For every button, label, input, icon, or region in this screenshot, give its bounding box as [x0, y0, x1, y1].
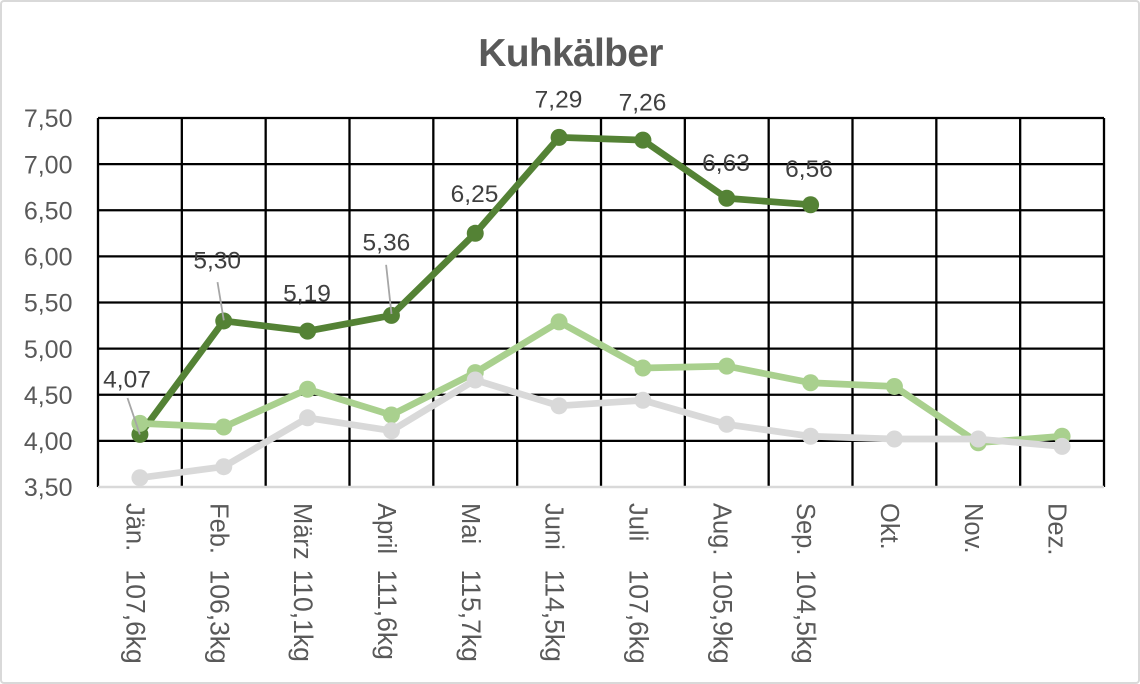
svg-text:107,6kg: 107,6kg	[624, 570, 654, 664]
svg-text:6,25: 6,25	[451, 181, 499, 208]
svg-text:März: März	[288, 503, 316, 560]
svg-text:105,9kg: 105,9kg	[707, 570, 737, 664]
svg-text:5,30: 5,30	[193, 247, 241, 274]
svg-text:7,26: 7,26	[619, 90, 667, 117]
svg-text:Juni: Juni	[540, 503, 568, 550]
svg-text:6,56: 6,56	[785, 156, 833, 183]
svg-text:106,3kg: 106,3kg	[204, 570, 234, 664]
svg-text:4,00: 4,00	[24, 428, 73, 456]
svg-text:6,63: 6,63	[702, 150, 750, 177]
svg-text:5,50: 5,50	[24, 290, 73, 318]
svg-text:Kuhkälber: Kuhkälber	[478, 32, 663, 75]
svg-text:Feb.: Feb.	[204, 503, 232, 554]
svg-text:5,36: 5,36	[363, 230, 411, 257]
svg-text:104,5kg: 104,5kg	[791, 570, 821, 664]
svg-text:April: April	[372, 503, 400, 554]
svg-text:107,6kg: 107,6kg	[121, 570, 151, 664]
svg-text:6,50: 6,50	[24, 197, 73, 225]
svg-text:Sep.: Sep.	[791, 503, 819, 555]
svg-text:Aug.: Aug.	[707, 503, 735, 555]
svg-text:5,19: 5,19	[283, 281, 331, 308]
svg-text:7,29: 7,29	[535, 87, 583, 114]
svg-text:114,5kg: 114,5kg	[540, 570, 570, 662]
svg-text:Nov.: Nov.	[959, 503, 987, 554]
svg-text:Mai: Mai	[456, 503, 484, 544]
svg-text:Dez.: Dez.	[1043, 503, 1071, 555]
svg-text:7,50: 7,50	[24, 105, 73, 133]
svg-text:4,50: 4,50	[24, 382, 73, 410]
svg-text:5,00: 5,00	[24, 336, 73, 364]
svg-text:Okt.: Okt.	[875, 503, 903, 550]
svg-text:3,50: 3,50	[24, 474, 73, 502]
svg-text:111,6kg: 111,6kg	[372, 570, 402, 660]
svg-text:7,00: 7,00	[24, 151, 73, 179]
svg-text:6,00: 6,00	[24, 244, 73, 272]
svg-text:115,7kg: 115,7kg	[456, 570, 486, 662]
svg-text:Juli: Juli	[624, 503, 652, 541]
svg-text:4,07: 4,07	[103, 367, 151, 394]
svg-text:110,1kg: 110,1kg	[288, 570, 318, 662]
svg-text:Jän.: Jän.	[121, 503, 149, 551]
